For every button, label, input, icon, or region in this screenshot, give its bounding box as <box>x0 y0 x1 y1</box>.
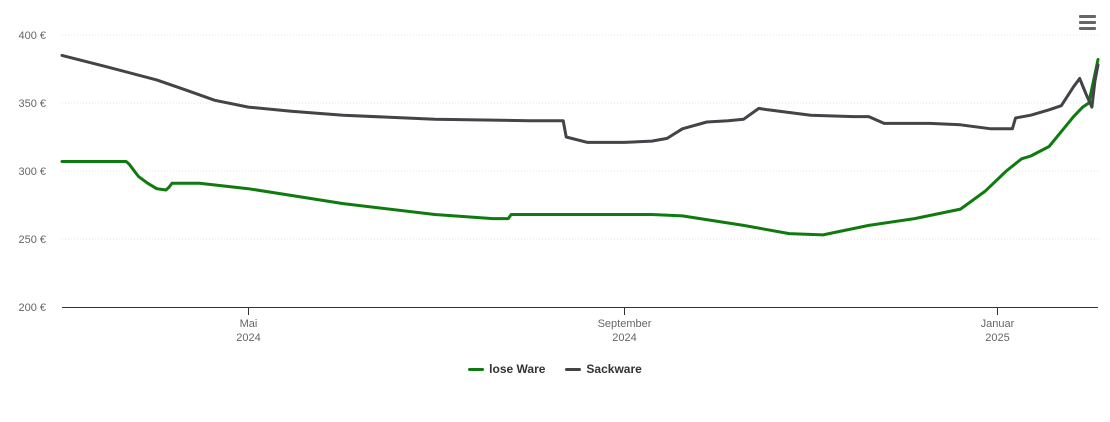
grid-lines <box>62 34 1098 240</box>
menu-bar <box>1079 27 1096 30</box>
y-tick-label: 250 € <box>18 234 46 246</box>
legend-swatch <box>565 367 582 371</box>
series-line-lose-ware[interactable] <box>60 58 1100 237</box>
menu-bar <box>1079 21 1096 24</box>
y-tick-label: 350 € <box>18 98 46 110</box>
x-tick-label: September <box>598 318 652 330</box>
legend-item-lose-ware[interactable]: lose Ware <box>468 362 545 376</box>
chart-menu-icon[interactable] <box>1076 12 1100 34</box>
series-line-sackware[interactable] <box>60 53 1100 144</box>
y-tick-label: 200 € <box>18 302 46 314</box>
legend-swatch <box>468 367 485 371</box>
x-tick-label: 2025 <box>985 332 1009 344</box>
x-tick-label: Mai <box>240 318 258 330</box>
x-tick-label: 2024 <box>236 332 260 344</box>
x-tick-label: 2024 <box>612 332 636 344</box>
y-axis-labels: 200 € 250 € 300 € 350 € 400 € <box>18 30 46 314</box>
y-tick-label: 300 € <box>18 166 46 178</box>
y-tick-label: 400 € <box>18 30 46 42</box>
menu-bar <box>1079 15 1096 18</box>
legend-label: Sackware <box>586 362 642 376</box>
series-lines <box>60 53 1100 237</box>
legend-label: lose Ware <box>489 362 546 376</box>
x-tick-label: Januar <box>981 318 1015 330</box>
legend-item-sackware[interactable]: Sackware <box>565 362 642 376</box>
x-axis: Mai 2024 September 2024 Januar 2025 <box>62 307 1098 344</box>
chart-legend: lose Ware Sackware <box>0 362 1110 376</box>
